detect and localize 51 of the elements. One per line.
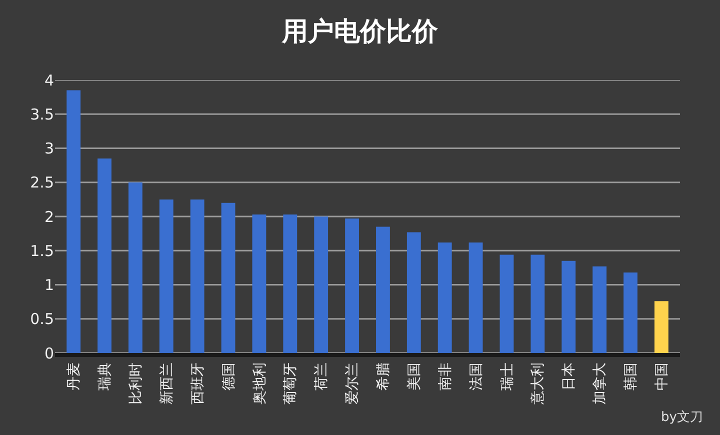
x-tick-label: 加拿大 — [592, 362, 608, 405]
y-tick-label: 3.5 — [30, 105, 54, 124]
x-tick-label: 西班牙 — [190, 362, 206, 405]
bar — [562, 260, 576, 353]
bar — [128, 182, 142, 353]
y-tick-label: 0.5 — [30, 310, 54, 328]
bar — [66, 90, 81, 353]
x-tick-label: 日本 — [561, 362, 578, 391]
bar — [654, 301, 668, 353]
x-tick-label: 新西兰 — [158, 362, 175, 405]
bar — [345, 218, 359, 353]
bar — [159, 199, 174, 353]
bar — [500, 254, 514, 353]
y-tick-label: 4 — [44, 71, 54, 90]
y-tick-label: 0 — [44, 344, 54, 362]
chart-title: 用户电价比价 — [281, 16, 439, 47]
text: by文刀 — [661, 410, 703, 425]
x-tick-label: 希腊 — [376, 362, 392, 391]
y-tick-label: 2 — [44, 208, 54, 226]
bar — [190, 199, 204, 353]
bar — [406, 232, 421, 353]
bar — [221, 202, 236, 353]
x-tick-label: 韩国 — [623, 362, 640, 391]
x-tick-label: 荷兰 — [314, 362, 330, 391]
x-tick-label: 爱尔兰 — [344, 362, 361, 405]
x-tick-label: 丹麦 — [66, 362, 82, 391]
bar — [592, 266, 607, 353]
y-tick-label: 2.5 — [30, 174, 54, 192]
x-tick-label: 南非 — [437, 362, 454, 391]
x-tick-label: 美国 — [406, 362, 422, 391]
bar — [530, 254, 545, 353]
x-tick-label: 比利时 — [128, 362, 144, 405]
bar — [376, 226, 390, 353]
x-tick-label: 葡萄牙 — [282, 362, 299, 405]
bar — [252, 214, 266, 353]
x-tick-label: 瑞士 — [499, 362, 516, 391]
x-tick-label: 奥地利 — [252, 362, 268, 405]
x-tick-label: 瑞典 — [97, 362, 114, 391]
bar — [438, 242, 452, 353]
x-tick-label: 法国 — [468, 362, 484, 391]
bar — [283, 214, 298, 353]
bar — [98, 158, 112, 353]
bar — [468, 242, 483, 353]
y-tick-label: 1 — [44, 276, 54, 294]
x-tick-label: 意大利 — [530, 362, 546, 406]
y-tick-label: 1.5 — [30, 242, 54, 260]
x-tick-label: 德国 — [220, 362, 237, 391]
bar — [314, 216, 328, 353]
bar — [624, 272, 638, 353]
x-tick-label: 中国 — [654, 362, 670, 391]
y-tick-label: 3 — [44, 140, 54, 158]
